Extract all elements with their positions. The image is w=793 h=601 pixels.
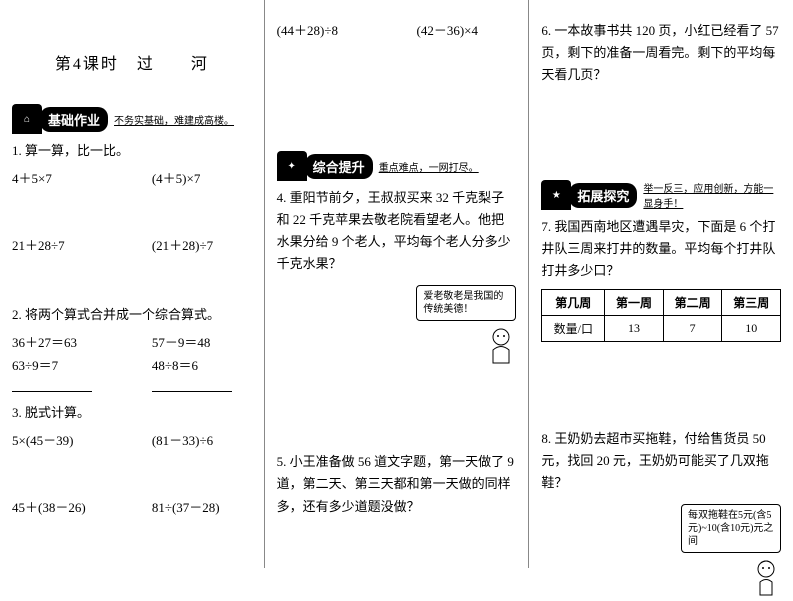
q3-r2b: 81÷(37－28) [152, 497, 252, 516]
basic-label: 基础作业 [40, 107, 108, 132]
th: 第二周 [663, 289, 722, 315]
q2-blanks [12, 378, 252, 396]
blank-line [152, 378, 232, 392]
girl-avatar-icon [486, 325, 516, 365]
ext-badge: ★ 拓展探究 [541, 180, 637, 210]
q2-row2: 63÷9＝7 48÷8＝6 [12, 355, 252, 374]
q3-r2a: 45＋(38－26) [12, 497, 112, 516]
q3-stem: 3. 脱式计算。 [12, 402, 252, 424]
comp-section-header: ✦ 综合提升 重点难点，一网打尽。 [277, 151, 517, 181]
lantern-icon: ✦ [277, 151, 307, 181]
q3-row2: 45＋(38－26) 81÷(37－28) [12, 497, 252, 516]
q2-r2b: 48÷8＝6 [152, 355, 252, 374]
basic-section-header: ⌂ 基础作业 不务实基础，难建成高楼。 [12, 104, 252, 134]
callout-q8: 每双拖鞋在5元(含5元)~10(含10元)元之间 [681, 504, 781, 553]
q7-table: 第几周 第一周 第二周 第三周 数量/口 13 7 10 [541, 289, 781, 342]
callout-q4: 爱老敬老是我国的传统美德！ [416, 285, 516, 321]
ext-section-header: ★ 拓展探究 举一反三，应用创新，方能一显身手！ [541, 180, 781, 210]
q1-r2b: (21＋28)÷7 [152, 235, 252, 254]
q1-stem: 1. 算一算，比一比。 [12, 140, 252, 162]
td: 7 [663, 315, 722, 341]
table-row: 数量/口 13 7 10 [542, 315, 781, 341]
ext-sub: 举一反三，应用创新，方能一显身手！ [643, 180, 781, 210]
td: 13 [605, 315, 664, 341]
q2-stem: 2. 将两个算式合并成一个综合算式。 [12, 304, 252, 326]
q1-row1: 4＋5×7 (4＋5)×7 [12, 168, 252, 187]
q6-text: 6. 一本故事书共 120 页，小红已经看了 57 页，剩下的准备一周看完。剩下… [541, 20, 781, 86]
lesson-title: 第4课时 过 河 [12, 50, 252, 74]
q2-r1a: 36＋27＝63 [12, 332, 112, 351]
star-icon: ★ [541, 180, 571, 210]
q3-r1a: 5×(45－39) [12, 430, 112, 449]
q1-r1a: 4＋5×7 [12, 168, 112, 187]
q3-r1b: (81－33)÷6 [152, 430, 252, 449]
th: 第几周 [542, 289, 605, 315]
q1-r2a: 21＋28÷7 [12, 235, 112, 254]
td: 10 [722, 315, 781, 341]
column-2: (44＋28)÷8 (42－36)×4 ✦ 综合提升 重点难点，一网打尽。 4.… [265, 0, 530, 568]
th: 第三周 [722, 289, 781, 315]
td: 数量/口 [542, 315, 605, 341]
column-1: 第4课时 过 河 ⌂ 基础作业 不务实基础，难建成高楼。 1. 算一算，比一比。… [0, 0, 265, 568]
top-a: (44＋28)÷8 [277, 20, 377, 39]
top-row: (44＋28)÷8 (42－36)×4 [277, 20, 517, 39]
q1-row2: 21＋28÷7 (21＋28)÷7 [12, 235, 252, 254]
q2-r2a: 63÷9＝7 [12, 355, 112, 374]
q2-r1b: 57－9＝48 [152, 332, 252, 351]
page: 第4课时 过 河 ⌂ 基础作业 不务实基础，难建成高楼。 1. 算一算，比一比。… [0, 0, 793, 568]
table-row: 第几周 第一周 第二周 第三周 [542, 289, 781, 315]
comp-label: 综合提升 [305, 154, 373, 179]
top-b: (42－36)×4 [417, 20, 517, 39]
column-3: 6. 一本故事书共 120 页，小红已经看了 57 页，剩下的准备一周看完。剩下… [529, 0, 793, 568]
q3-row1: 5×(45－39) (81－33)÷6 [12, 430, 252, 449]
q8-text: 8. 王奶奶去超市买拖鞋，付给售货员 50 元，找回 20 元，王奶奶可能买了几… [541, 428, 781, 494]
q5-text: 5. 小王准备做 56 道文字题，第一天做了 9 道，第二天、第三天都和第一天做… [277, 451, 517, 517]
q7-stem: 7. 我国西南地区遭遇旱灾，下面是 6 个打井队三周来打井的数量。平均每个打井队… [541, 216, 781, 282]
basic-sub: 不务实基础，难建成高楼。 [114, 112, 252, 127]
q2-row1: 36＋27＝63 57－9＝48 [12, 332, 252, 351]
comp-badge: ✦ 综合提升 [277, 151, 373, 181]
house-icon: ⌂ [12, 104, 42, 134]
ext-label: 拓展探究 [569, 183, 637, 208]
blank-line [12, 378, 92, 392]
q4-text: 4. 重阳节前夕，王叔叔买来 32 千克梨子和 22 千克苹果去敬老院看望老人。… [277, 187, 517, 275]
boy-avatar-icon [751, 557, 781, 597]
q1-r1b: (4＋5)×7 [152, 168, 252, 187]
comp-sub: 重点难点，一网打尽。 [379, 159, 517, 174]
basic-badge: ⌂ 基础作业 [12, 104, 108, 134]
th: 第一周 [605, 289, 664, 315]
